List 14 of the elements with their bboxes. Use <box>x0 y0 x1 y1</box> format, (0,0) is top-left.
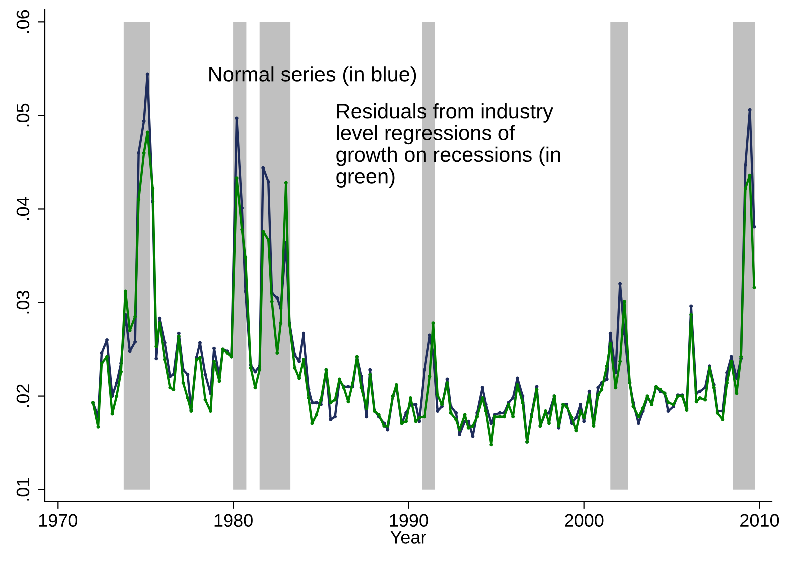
x-axis-title: Year <box>390 531 426 544</box>
x-tick-label: 1980 <box>214 514 253 528</box>
y-tick-label: .05 <box>16 104 30 127</box>
y-tick-label: .03 <box>16 291 30 314</box>
y-tick-label: .01 <box>16 478 30 501</box>
x-tick-label: 1970 <box>39 514 78 528</box>
annotation: Residuals from industry level regressions of growth on recessions (in green) <box>336 103 560 188</box>
x-tick-label: 2010 <box>740 514 780 528</box>
y-tick-label: .06 <box>16 10 30 34</box>
x-tick-label: 2000 <box>565 514 604 528</box>
x-tick-label: 1990 <box>390 514 428 528</box>
y-tick-label: .04 <box>16 197 30 220</box>
annotation: Normal series (in blue) <box>210 66 416 86</box>
y-tick-label: .02 <box>16 384 30 408</box>
